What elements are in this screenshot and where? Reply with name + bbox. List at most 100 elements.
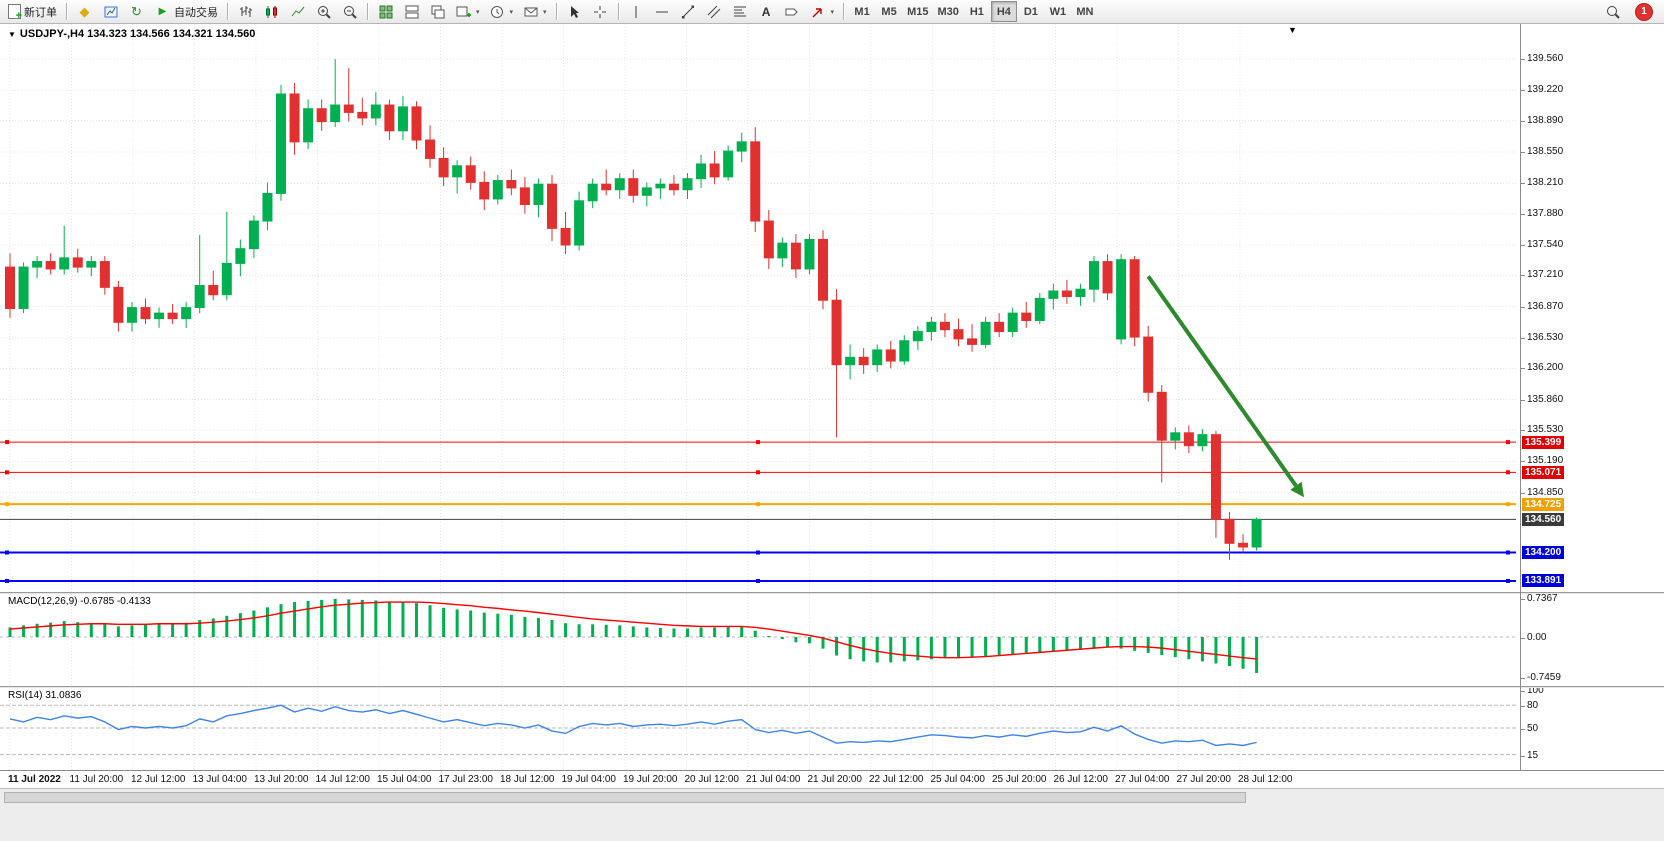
search-button[interactable]	[1600, 1, 1625, 22]
market-watch-button[interactable]	[98, 1, 123, 22]
timeframe-button-h1[interactable]: H1	[964, 1, 990, 22]
main-price-chart[interactable]	[0, 24, 1516, 592]
candle	[1238, 534, 1249, 553]
arrange-horizontal-button[interactable]	[399, 1, 424, 22]
time-tick-label: 11 Jul 20:00	[69, 774, 124, 785]
macd-histogram-bar	[889, 637, 893, 663]
line-handle[interactable]	[1506, 440, 1510, 445]
candle	[452, 160, 463, 194]
line-handle[interactable]	[5, 502, 9, 507]
arrange-horizontal-icon	[403, 4, 420, 20]
candle	[99, 256, 110, 295]
tile-windows-icon	[377, 4, 394, 20]
crosshair-tool-button[interactable]	[588, 1, 613, 22]
axis-tick-mark	[1521, 755, 1525, 757]
axis-tick-mark	[1521, 306, 1525, 308]
axis-tick-mark	[1521, 90, 1525, 92]
horizontal-line-tool-button[interactable]	[650, 1, 675, 22]
templates-button[interactable]: ▾	[518, 1, 551, 22]
price-axis[interactable]: 139.560 139.220 138.890 138.550 138.210 137.8…	[1521, 24, 1664, 770]
line-handle[interactable]	[1506, 578, 1510, 583]
macd-histogram-bar	[929, 637, 933, 660]
line-handle[interactable]	[1506, 470, 1510, 475]
new-order-button[interactable]: 新订单	[4, 1, 61, 22]
auto-trading-button[interactable]: ▶ 自动交易	[150, 1, 222, 22]
zoom-out-button[interactable]	[337, 1, 362, 22]
line-handle[interactable]	[1506, 502, 1510, 507]
arrange-cascade-button[interactable]	[425, 1, 450, 22]
panel-separator[interactable]	[0, 592, 1664, 594]
time-tick-label: 15 Jul 04:00	[377, 774, 432, 785]
candle	[113, 280, 124, 332]
label-tool-button[interactable]	[780, 1, 805, 22]
price-tick-label: 136.870	[1527, 300, 1564, 312]
timeframe-button-mn[interactable]: MN	[1072, 1, 1098, 22]
macd-histogram-bar	[62, 621, 66, 637]
vertical-line-tool-button[interactable]	[624, 1, 649, 22]
candle	[939, 313, 950, 338]
timeframe-button-m30[interactable]: M30	[933, 1, 962, 22]
tile-windows-button[interactable]	[373, 1, 398, 22]
timeframe-button-m1[interactable]: M1	[849, 1, 875, 22]
period-button[interactable]: ▾	[485, 1, 518, 22]
rsi-panel[interactable]	[0, 688, 1516, 770]
candle	[276, 84, 286, 201]
macd-histogram-bar	[320, 599, 324, 637]
macd-histogram-bar	[455, 609, 459, 637]
timeframe-button-w1[interactable]: W1	[1045, 1, 1071, 22]
macd-histogram-bar	[631, 626, 635, 637]
axis-tick-mark	[1521, 492, 1525, 494]
timeframe-button-m5[interactable]: M5	[876, 1, 902, 22]
time-tick-label: 11 Jul 2022	[8, 774, 61, 785]
chart-menu-triangle-icon[interactable]: ▼	[8, 30, 16, 39]
refresh-button[interactable]: ↻	[124, 1, 149, 22]
candle	[59, 225, 70, 275]
timeframe-button-h4[interactable]: H4	[990, 1, 1017, 22]
line-handle[interactable]	[756, 578, 760, 583]
macd-histogram-bar	[984, 637, 988, 657]
line-handle[interactable]	[5, 550, 9, 555]
toolbar: 新订单 ◆ ↻ ▶ 自动交易	[0, 0, 1664, 24]
cursor-tool-button[interactable]	[562, 1, 587, 22]
trendline-icon	[680, 4, 697, 20]
macd-histogram-bar	[577, 624, 581, 637]
zoom-in-button[interactable]	[311, 1, 336, 22]
trendline-tool-button[interactable]	[676, 1, 701, 22]
panel-separator[interactable]	[0, 686, 1664, 688]
line-handle[interactable]	[1506, 550, 1510, 555]
line-chart-button[interactable]	[285, 1, 310, 22]
text-tool-button[interactable]: A	[754, 1, 779, 22]
candle	[777, 237, 788, 268]
macd-histogram-bar	[374, 600, 378, 637]
new-chart-button[interactable]: ▾	[451, 1, 484, 22]
notification-badge[interactable]: 1	[1635, 2, 1653, 21]
macd-panel[interactable]	[0, 594, 1516, 686]
macd-histogram-bar	[89, 623, 93, 637]
macd-histogram-bar	[957, 637, 960, 658]
price-tick-label: 135.530	[1527, 424, 1564, 436]
channel-tool-button[interactable]	[702, 1, 727, 22]
time-axis[interactable]: 11 Jul 2022 11 Jul 20:00 12 Jul 12:00 13 Ju…	[0, 771, 1664, 788]
line-handle[interactable]	[5, 578, 9, 583]
line-handle[interactable]	[5, 470, 9, 475]
line-handle[interactable]	[756, 470, 760, 475]
axis-tick-mark	[1521, 275, 1525, 277]
timeframe-button-d1[interactable]: D1	[1018, 1, 1044, 22]
candlestick-chart-button[interactable]	[259, 1, 284, 22]
horizontal-scrollbar[interactable]	[4, 792, 1246, 803]
macd-histogram-bar	[76, 622, 80, 637]
macd-histogram-bar	[171, 623, 175, 637]
line-handle[interactable]	[756, 502, 760, 507]
community-button[interactable]: ◆	[72, 1, 97, 22]
timeframe-button-m15[interactable]: M15	[903, 1, 932, 22]
arrows-tool-button[interactable]: ▾	[806, 1, 839, 22]
time-tick-label: 28 Jul 12:00	[1238, 774, 1293, 785]
macd-histogram-bar	[1173, 637, 1177, 658]
line-handle[interactable]	[5, 440, 9, 445]
bar-chart-button[interactable]	[233, 1, 258, 22]
fibonacci-tool-button[interactable]	[728, 1, 753, 22]
arrow-annotation[interactable]	[1146, 275, 1305, 498]
scroll-position-marker-icon[interactable]: ▼	[1288, 25, 1297, 35]
line-handle[interactable]	[756, 440, 760, 445]
line-handle[interactable]	[756, 550, 760, 555]
